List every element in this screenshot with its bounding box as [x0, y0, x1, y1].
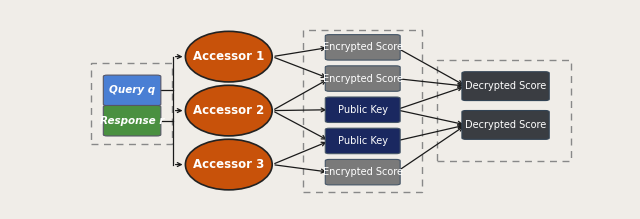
FancyBboxPatch shape — [325, 128, 400, 154]
Text: Encrypted Score: Encrypted Score — [323, 74, 403, 84]
FancyBboxPatch shape — [462, 111, 549, 139]
Bar — [303, 30, 422, 192]
Ellipse shape — [186, 139, 272, 190]
FancyBboxPatch shape — [325, 35, 400, 60]
Ellipse shape — [186, 85, 272, 136]
Text: Decrypted Score: Decrypted Score — [465, 120, 546, 130]
Text: Accessor 3: Accessor 3 — [193, 158, 264, 171]
Bar — [437, 60, 571, 161]
Text: Decrypted Score: Decrypted Score — [465, 81, 546, 91]
Text: Public Key: Public Key — [338, 136, 388, 146]
Ellipse shape — [186, 31, 272, 82]
Text: Public Key: Public Key — [338, 105, 388, 115]
FancyBboxPatch shape — [325, 159, 400, 185]
FancyBboxPatch shape — [103, 75, 161, 106]
FancyBboxPatch shape — [103, 106, 161, 136]
Text: Accessor 1: Accessor 1 — [193, 50, 264, 63]
FancyBboxPatch shape — [325, 66, 400, 91]
Text: Response r: Response r — [100, 116, 164, 126]
Text: Query q: Query q — [109, 85, 155, 95]
Bar — [91, 63, 172, 144]
Text: Encrypted Score: Encrypted Score — [323, 167, 403, 177]
FancyBboxPatch shape — [462, 72, 549, 101]
Text: Encrypted Score: Encrypted Score — [323, 42, 403, 52]
Text: Accessor 2: Accessor 2 — [193, 104, 264, 117]
FancyBboxPatch shape — [325, 97, 400, 122]
